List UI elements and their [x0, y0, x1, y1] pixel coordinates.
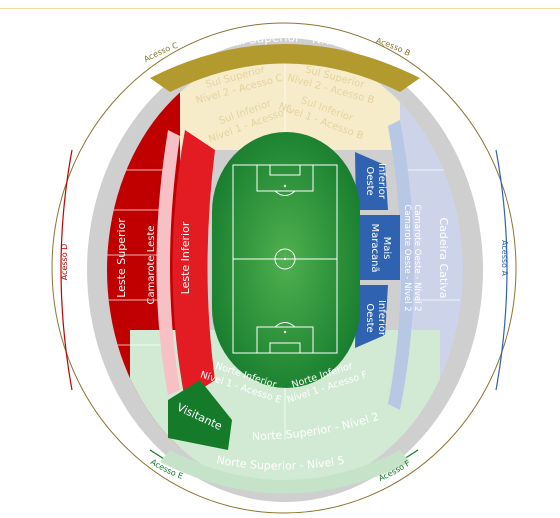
svg-text:Acesso B: Acesso B [375, 36, 412, 58]
pitch-oval [212, 132, 360, 388]
section-oeste-inferior-bottom[interactable] [355, 285, 388, 348]
section-oeste-inferior-top[interactable] [355, 152, 388, 210]
section-visitante[interactable] [168, 380, 232, 450]
label-oeste-top-line2: Inferior [376, 163, 387, 200]
label-oeste-top-line1: Oeste [364, 166, 375, 195]
pitch-penalty-spot-bottom [283, 330, 287, 334]
ring-segment-east [60, 149, 73, 391]
section-leste-inferior[interactable] [172, 130, 216, 400]
pitch-lines [232, 164, 338, 354]
section-camarote-leste[interactable] [156, 130, 181, 395]
gate-b-label: Acesso B [375, 36, 412, 58]
label-oeste-bottom-line2: Inferior [376, 300, 387, 337]
pitch-center-spot [283, 257, 287, 261]
gate-a-label: Acesso A [500, 240, 509, 276]
label-maracana-line1: Maracanã [369, 223, 380, 272]
outer-ring-north [51, 22, 517, 514]
section-maracana-mais[interactable] [358, 215, 400, 280]
label-cadeira-cativa: Cadeira Cativa [437, 217, 450, 298]
label-maracana-line2: Mais [381, 237, 392, 260]
label-oeste-bottom-line1: Oeste [364, 303, 375, 332]
section-norte-superior-nivel5[interactable] [160, 450, 410, 494]
label-camarote-oeste-line1: Camarote Oeste - Nível 2 [402, 204, 412, 311]
top-divider [0, 8, 560, 9]
gate-d-label: Acesso D [60, 244, 69, 281]
label-leste-superior: Leste Superior [115, 218, 128, 298]
section-camarote-oeste[interactable] [388, 120, 414, 410]
label-camarote-oeste-line2: Camarote Oeste - Nível 2 [412, 204, 422, 311]
label-camarote-leste: Camarote Leste [146, 225, 157, 304]
svg-text:Norte Superior - Nível 5: Norte Superior - Nível 5 [215, 453, 345, 472]
label-norte-superior-nivel5: Norte Superior - Nível 5 [215, 453, 345, 472]
section-sul-superior-nivel5[interactable] [150, 44, 420, 92]
pitch-penalty-spot-top [283, 184, 287, 188]
label-leste-inferior: Leste Inferior [179, 221, 192, 294]
ring-segment-west [495, 149, 508, 391]
